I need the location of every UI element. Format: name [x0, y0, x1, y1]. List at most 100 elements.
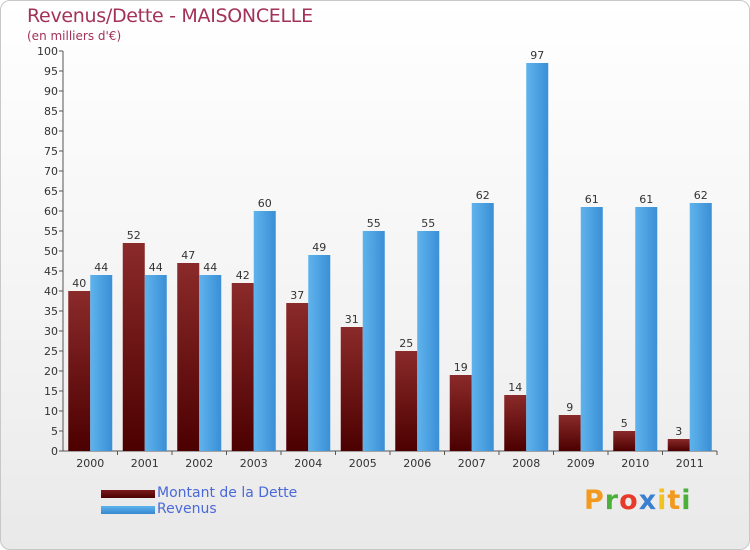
data-label-revenus: 97	[530, 49, 544, 62]
bar-dette	[449, 375, 472, 451]
logo-letter: P	[584, 485, 605, 516]
y-tick-label: 20	[44, 365, 58, 378]
x-tick-label: 2003	[240, 457, 268, 470]
y-tick-label: 40	[44, 285, 58, 298]
data-label-dette: 52	[127, 229, 141, 242]
legend: Montant de la Dette Revenus	[101, 485, 401, 519]
x-tick-label: 2006	[403, 457, 431, 470]
logo-letter: o	[619, 485, 639, 516]
logo-letter: i	[681, 485, 692, 516]
legend-label-revenus: Revenus	[157, 501, 217, 517]
data-label-revenus: 44	[149, 261, 163, 274]
y-tick-label: 70	[44, 165, 58, 178]
logo-letter: t	[667, 485, 682, 516]
bar-revenus	[144, 275, 167, 451]
data-label-dette: 42	[236, 269, 250, 282]
chart-subtitle: (en milliers d'€)	[27, 29, 122, 43]
x-tick-label: 2005	[349, 457, 377, 470]
data-label-dette: 47	[181, 249, 195, 262]
chart-title: Revenus/Dette - MAISONCELLE	[27, 5, 313, 27]
x-tick-label: 2001	[131, 457, 159, 470]
logo-letter: r	[604, 485, 620, 516]
data-label-dette: 37	[290, 289, 304, 302]
bar-revenus	[580, 207, 603, 451]
bar-revenus	[526, 63, 549, 451]
y-tick-label: 30	[44, 325, 58, 338]
data-label-revenus: 44	[203, 261, 217, 274]
x-tick-label: 2007	[458, 457, 486, 470]
y-tick-label: 10	[44, 405, 58, 418]
x-tick-label: 2008	[512, 457, 540, 470]
bar-revenus	[471, 203, 494, 451]
y-tick-label: 55	[44, 225, 58, 238]
y-tick-label: 95	[44, 65, 58, 78]
bar-dette	[122, 243, 145, 451]
y-tick-label: 80	[44, 125, 58, 138]
bar-dette	[558, 415, 581, 451]
data-label-revenus: 55	[367, 217, 381, 230]
bar-dette	[504, 395, 527, 451]
bar-revenus	[362, 231, 385, 451]
bar-revenus	[635, 207, 658, 451]
x-tick-label: 2000	[76, 457, 104, 470]
data-label-revenus: 61	[639, 193, 653, 206]
data-label-revenus: 62	[476, 189, 490, 202]
data-label-revenus: 55	[421, 217, 435, 230]
legend-label-dette: Montant de la Dette	[157, 485, 298, 501]
bar-dette	[340, 327, 363, 451]
y-tick-label: 75	[44, 145, 58, 158]
x-tick-label: 2011	[676, 457, 704, 470]
bar-dette	[667, 439, 690, 451]
data-label-dette: 31	[345, 313, 359, 326]
bar-dette	[395, 351, 418, 451]
bar-dette	[231, 283, 254, 451]
legend-item-revenus: Revenus	[101, 501, 401, 519]
legend-swatch-revenus	[101, 506, 155, 514]
y-tick-label: 15	[44, 385, 58, 398]
label-layer: 40 44 52 44 47 44 42 60 37 49 31 55 25 55 19 62 14 97 9 61 5…	[72, 49, 708, 438]
bar-revenus	[689, 203, 712, 451]
y-tick-label: 60	[44, 205, 58, 218]
data-label-revenus: 44	[94, 261, 108, 274]
data-label-revenus: 62	[694, 189, 708, 202]
y-tick-label: 45	[44, 265, 58, 278]
y-tick-label: 100	[37, 45, 58, 58]
x-tick-label: 2010	[621, 457, 649, 470]
data-label-dette: 9	[566, 401, 573, 414]
legend-item-dette: Montant de la Dette	[101, 485, 401, 503]
data-label-dette: 40	[72, 277, 86, 290]
y-tick-label: 35	[44, 305, 58, 318]
data-label-dette: 14	[508, 381, 522, 394]
y-tick-label: 50	[44, 245, 58, 258]
bar-dette	[68, 291, 91, 451]
x-tick-label: 2002	[185, 457, 213, 470]
y-tick-label: 5	[51, 425, 58, 438]
bar-dette	[613, 431, 636, 451]
y-tick-label: 85	[44, 105, 58, 118]
y-tick-label: 90	[44, 85, 58, 98]
data-label-dette: 19	[454, 361, 468, 374]
legend-swatch-dette	[101, 490, 155, 498]
data-label-revenus: 60	[258, 197, 272, 210]
y-tick-label: 25	[44, 345, 58, 358]
bar-dette	[286, 303, 309, 451]
bar-revenus	[199, 275, 222, 451]
data-label-revenus: 61	[585, 193, 599, 206]
data-label-dette: 3	[675, 425, 682, 438]
bar-revenus	[253, 211, 276, 451]
bar-revenus	[417, 231, 440, 451]
logo-letter: x	[638, 485, 658, 516]
x-tick-label: 2004	[294, 457, 322, 470]
proxiti-logo: Proxiti	[584, 485, 692, 516]
data-label-revenus: 49	[312, 241, 326, 254]
bar-layer	[68, 63, 712, 451]
logo-letter: i	[657, 485, 668, 516]
data-label-dette: 25	[399, 337, 413, 350]
bar-dette	[177, 263, 200, 451]
axis-layer: 0510152025303540455055606570758085909510…	[37, 45, 718, 470]
data-label-dette: 5	[621, 417, 628, 430]
bar-revenus	[90, 275, 113, 451]
y-tick-label: 65	[44, 185, 58, 198]
bar-revenus	[308, 255, 331, 451]
